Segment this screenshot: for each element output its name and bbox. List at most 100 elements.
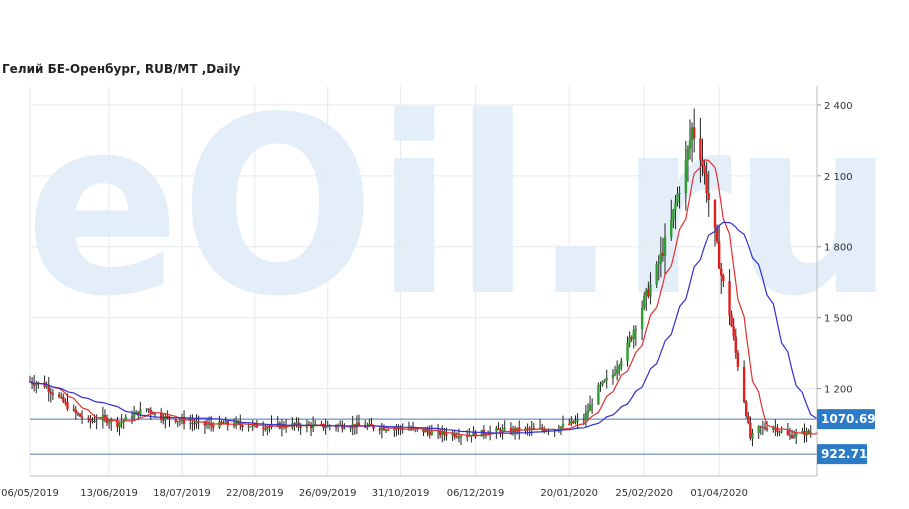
y-tick-label: 1 800 bbox=[824, 243, 853, 254]
candle bbox=[728, 269, 731, 326]
candle bbox=[322, 423, 325, 431]
x-tick-label: 18/07/2019 bbox=[153, 488, 211, 499]
candle bbox=[601, 380, 604, 387]
candle bbox=[191, 414, 194, 432]
candle bbox=[103, 409, 107, 423]
candle bbox=[628, 331, 631, 348]
candle bbox=[570, 416, 573, 427]
candle bbox=[438, 428, 442, 439]
candle bbox=[632, 325, 635, 349]
candle bbox=[89, 414, 92, 429]
watermark: eOil.ru bbox=[25, 65, 895, 350]
candle bbox=[757, 425, 760, 439]
candle bbox=[205, 419, 209, 429]
candle bbox=[736, 349, 740, 371]
candle bbox=[734, 328, 738, 359]
candle bbox=[557, 424, 561, 433]
candle bbox=[80, 410, 84, 424]
candle bbox=[532, 423, 536, 430]
x-tick-label: 01/04/2020 bbox=[690, 488, 748, 499]
candle bbox=[713, 199, 717, 247]
candle bbox=[730, 310, 733, 328]
candle bbox=[703, 159, 706, 185]
candle bbox=[43, 375, 46, 389]
candle bbox=[472, 426, 475, 437]
candle bbox=[626, 336, 629, 367]
x-tick-label: 13/06/2019 bbox=[80, 488, 138, 499]
candle bbox=[455, 432, 459, 439]
candles bbox=[28, 108, 819, 447]
x-tick-label: 06/12/2019 bbox=[447, 488, 505, 499]
candle bbox=[441, 425, 444, 443]
candle bbox=[663, 223, 667, 276]
x-axis: 06/05/2019 13/06/2019 18/07/2019 22/08/2019… bbox=[1, 475, 817, 499]
candle bbox=[395, 424, 398, 437]
candle bbox=[280, 419, 284, 437]
candle bbox=[655, 261, 658, 289]
candle bbox=[357, 414, 361, 426]
candle bbox=[72, 404, 75, 412]
candle bbox=[688, 119, 692, 160]
candle bbox=[618, 363, 621, 376]
candle bbox=[232, 418, 236, 429]
candle bbox=[326, 420, 329, 428]
candle bbox=[78, 413, 82, 417]
candle bbox=[384, 428, 388, 434]
candle bbox=[309, 421, 313, 437]
candle bbox=[603, 378, 606, 383]
candle bbox=[676, 186, 679, 207]
candle bbox=[776, 424, 779, 437]
candle bbox=[670, 199, 673, 241]
candle bbox=[226, 419, 229, 431]
candle bbox=[60, 392, 63, 400]
candle bbox=[692, 108, 696, 153]
candle bbox=[174, 418, 177, 424]
candle bbox=[251, 420, 254, 432]
x-tick-label: 26/09/2019 bbox=[299, 488, 357, 499]
candle bbox=[62, 393, 65, 404]
candle bbox=[159, 408, 163, 424]
x-tick-label: 22/08/2019 bbox=[226, 488, 284, 499]
x-tick-label: 06/05/2019 bbox=[1, 488, 59, 499]
candle bbox=[615, 360, 619, 381]
candle bbox=[772, 425, 775, 433]
candle bbox=[503, 420, 506, 432]
candle bbox=[699, 117, 702, 183]
candle bbox=[324, 418, 327, 435]
reference-price-badge: 1070.69 bbox=[817, 409, 876, 430]
candle bbox=[742, 360, 746, 404]
candle bbox=[568, 418, 571, 426]
candle bbox=[87, 415, 90, 423]
candle bbox=[794, 428, 798, 445]
candle bbox=[763, 422, 767, 431]
candle bbox=[249, 426, 252, 428]
candle bbox=[805, 427, 808, 443]
candle bbox=[453, 429, 456, 440]
reference-price-label: 1070.69 bbox=[821, 412, 876, 426]
candle bbox=[370, 417, 373, 426]
candle bbox=[528, 426, 531, 437]
candle bbox=[647, 281, 650, 299]
candle bbox=[134, 410, 138, 415]
candle bbox=[590, 398, 594, 414]
candle bbox=[64, 398, 67, 406]
candle bbox=[237, 420, 240, 426]
candle bbox=[678, 186, 681, 209]
price-lines bbox=[30, 418, 817, 455]
candle bbox=[645, 287, 648, 312]
candle bbox=[586, 403, 590, 420]
candle bbox=[690, 122, 694, 163]
candle bbox=[538, 419, 542, 430]
candle bbox=[422, 428, 425, 437]
candle bbox=[164, 413, 167, 429]
candle bbox=[264, 424, 267, 432]
candle bbox=[674, 195, 677, 230]
candle bbox=[620, 357, 623, 371]
candle bbox=[162, 412, 165, 425]
candle bbox=[657, 255, 660, 281]
x-tick-label: 31/10/2019 bbox=[372, 488, 430, 499]
candle bbox=[597, 382, 600, 405]
moving-average-fast-line bbox=[29, 159, 818, 437]
candle bbox=[176, 420, 180, 428]
